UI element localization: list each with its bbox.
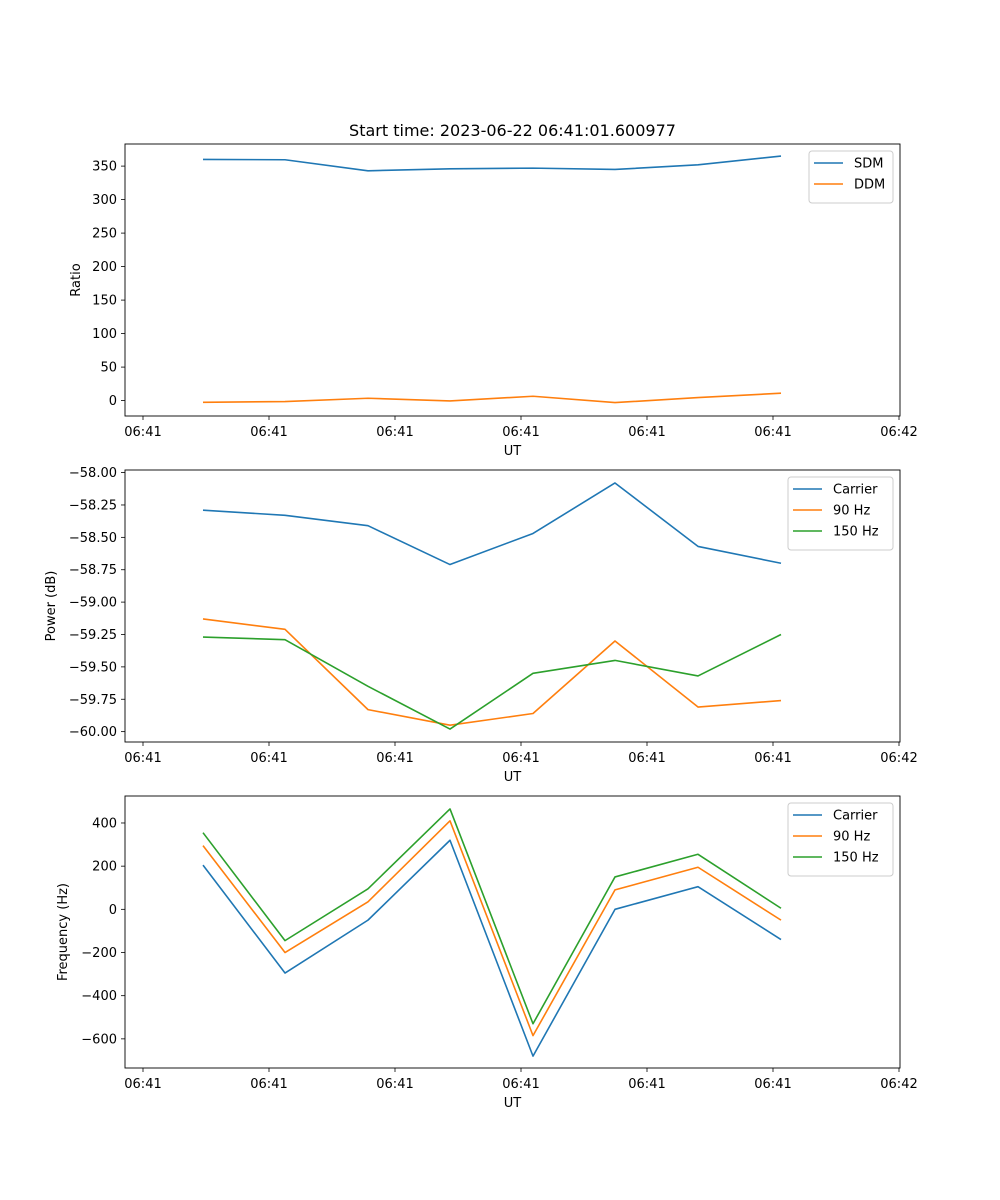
x-tick-label: 06:41 [502,751,539,766]
y-tick-label: −58.75 [69,563,117,578]
x-tick-label: 06:41 [628,751,665,766]
series-line-sdm [202,155,782,172]
y-tick-label: 250 [92,227,117,242]
legend-label: DDM [854,178,885,193]
y-tick-label: 200 [92,260,117,275]
y-tick-label: −59.25 [69,628,117,643]
x-tick-label: 06:41 [376,425,413,440]
x-tick-label: 06:41 [250,751,287,766]
legend-label: SDM [854,157,883,172]
x-tick-label: 06:41 [124,1077,161,1092]
series-line-carrier [202,482,782,566]
figure-title: Start time: 2023-06-22 06:41:01.600977 [349,121,676,140]
legend-label: 150 Hz [833,851,879,866]
y-tick-label: 0 [109,903,117,918]
y-tick-label: 100 [92,327,117,342]
x-tick-label: 06:41 [502,425,539,440]
y-tick-label: −400 [81,989,117,1004]
x-axis-label: UT [504,1096,522,1111]
x-tick-label: 06:41 [376,751,413,766]
x-tick-label: 06:41 [502,1077,539,1092]
y-tick-label: −59.00 [69,596,117,611]
x-tick-label: 06:41 [754,751,791,766]
legend: SDM DDM [808,150,894,204]
y-axis-label: Frequency (Hz) [56,883,71,981]
y-tick-label: −200 [81,946,117,961]
series-line-90-hz [202,820,782,1037]
legend-label: Carrier [833,809,878,824]
x-tick-label: 06:41 [754,425,791,440]
y-tick-label: 300 [92,193,117,208]
y-tick-label: 150 [92,294,117,309]
y-axis-label: Ratio [69,263,84,296]
y-axis-label: Power (dB) [44,571,59,642]
x-tick-label: 06:42 [880,1077,917,1092]
x-tick-label: 06:41 [250,425,287,440]
legend: Carrier 90 Hz 150 Hz [787,476,894,551]
x-tick-label: 06:41 [628,1077,665,1092]
panel-2: 06:41 06:41 06:41 06:41 06:41 06:41 06:42 −60.0… [44,466,918,785]
y-tick-label: 200 [92,860,117,875]
y-tick-label: 0 [109,394,117,409]
panel-3: 06:41 06:41 06:41 06:41 06:41 06:41 06:42 −600 −… [56,795,918,1111]
y-tick-label: −60.00 [69,725,117,740]
series-line-carrier [202,839,782,1057]
legend-label: Carrier [833,483,878,498]
x-axis-label: UT [504,770,522,785]
x-tick-label: 06:42 [880,751,917,766]
x-tick-label: 06:41 [250,1077,287,1092]
y-tick-label: 350 [92,160,117,175]
x-tick-label: 06:41 [376,1077,413,1092]
plot-frame [124,469,901,743]
series-line-ddm [202,392,782,404]
y-tick-label: −59.50 [69,660,117,675]
x-tick-label: 06:41 [754,1077,791,1092]
x-tick-label: 06:41 [124,751,161,766]
x-tick-label: 06:41 [124,425,161,440]
plot-frame [124,143,901,417]
y-tick-label: −58.25 [69,498,117,513]
y-tick-label: 50 [100,361,117,376]
y-tick-label: −58.00 [69,466,117,481]
series-line-90-hz [202,618,782,726]
y-tick-label: −59.75 [69,693,117,708]
y-tick-label: −600 [81,1032,117,1047]
series-line-150-hz [202,633,782,730]
y-tick-label: 400 [92,816,117,831]
legend-box [808,150,894,204]
x-axis-label: UT [504,444,522,459]
legend-label: 90 Hz [833,504,870,519]
legend-label: 90 Hz [833,830,870,845]
x-tick-label: 06:42 [880,425,917,440]
plot-frame [124,795,901,1069]
y-tick-label: −58.50 [69,531,117,546]
x-tick-label: 06:41 [628,425,665,440]
legend: Carrier 90 Hz 150 Hz [787,802,894,877]
series-line-150-hz [202,808,782,1025]
legend-label: 150 Hz [833,525,879,540]
panel-1: 06:41 06:41 06:41 06:41 06:41 06:41 06:42 0 50 10… [69,143,918,459]
